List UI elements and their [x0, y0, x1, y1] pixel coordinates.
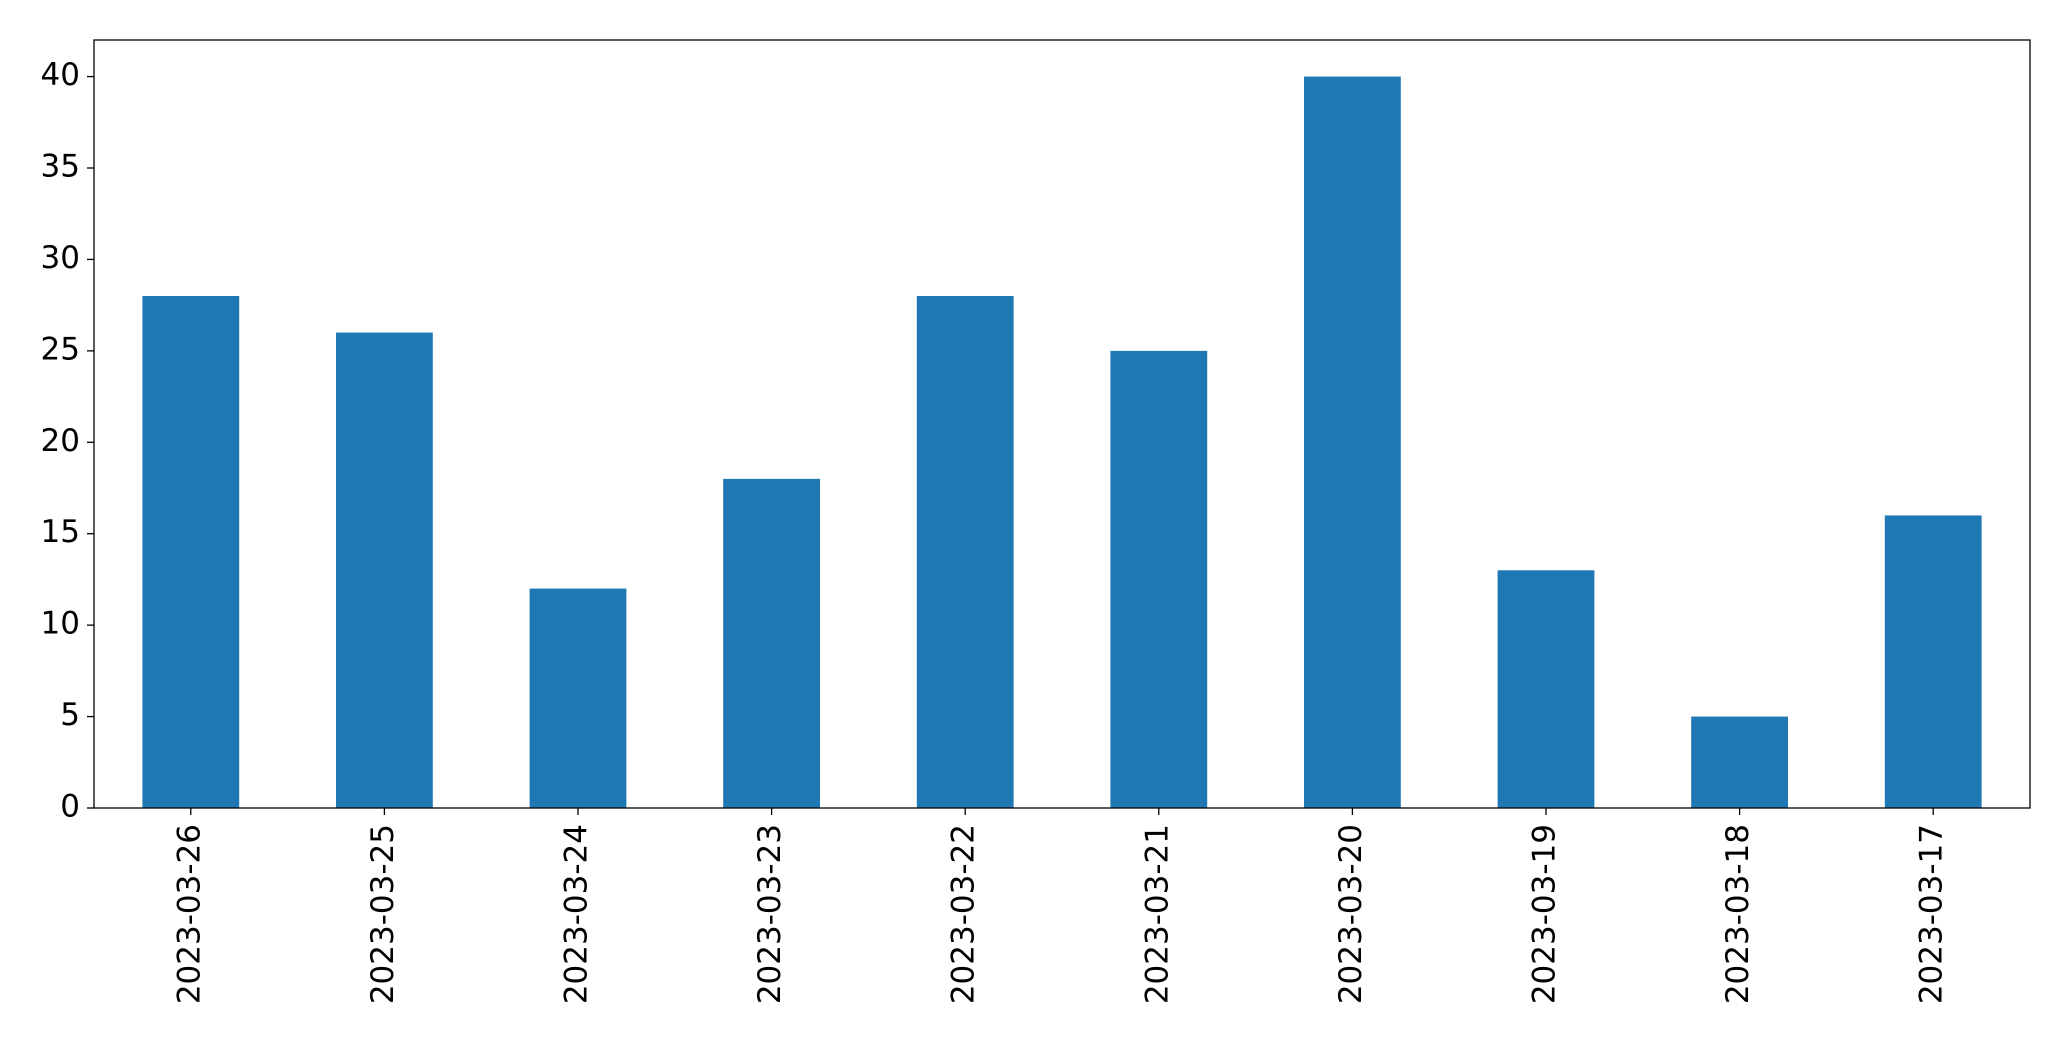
bar [336, 332, 433, 808]
x-tick-label: 2023-03-17 [1914, 824, 1950, 1004]
bar [142, 296, 240, 808]
x-tick-label: 2023-03-20 [1333, 824, 1369, 1004]
y-tick-label: 30 [41, 240, 80, 276]
x-tick-label: 2023-03-24 [559, 824, 595, 1004]
x-tick-label: 2023-03-22 [946, 824, 982, 1004]
plot-frame [93, 39, 2031, 809]
y-tick-label: 0 [60, 789, 80, 825]
bar [1497, 570, 1595, 808]
y-tick-label: 40 [41, 57, 80, 93]
x-tick-label: 2023-03-18 [1720, 824, 1756, 1004]
x-tick-label: 2023-03-19 [1527, 824, 1563, 1004]
bar [916, 296, 1014, 808]
x-tick-label: 2023-03-26 [171, 824, 207, 1004]
bar [1110, 350, 1208, 808]
y-tick-label: 25 [41, 331, 80, 367]
bar [1884, 515, 1982, 808]
y-tick-label: 35 [41, 149, 80, 185]
bar [723, 478, 820, 808]
bar [1691, 716, 1788, 808]
y-tick-label: 10 [41, 606, 80, 642]
y-tick-label: 20 [41, 423, 80, 459]
bar [529, 588, 627, 808]
bar [1304, 76, 1401, 809]
x-tick-label: 2023-03-25 [365, 824, 401, 1004]
x-tick-label: 2023-03-23 [752, 824, 788, 1004]
y-tick-label: 15 [41, 514, 80, 550]
x-tick-label: 2023-03-21 [1139, 824, 1175, 1004]
y-tick-label: 5 [60, 697, 80, 733]
